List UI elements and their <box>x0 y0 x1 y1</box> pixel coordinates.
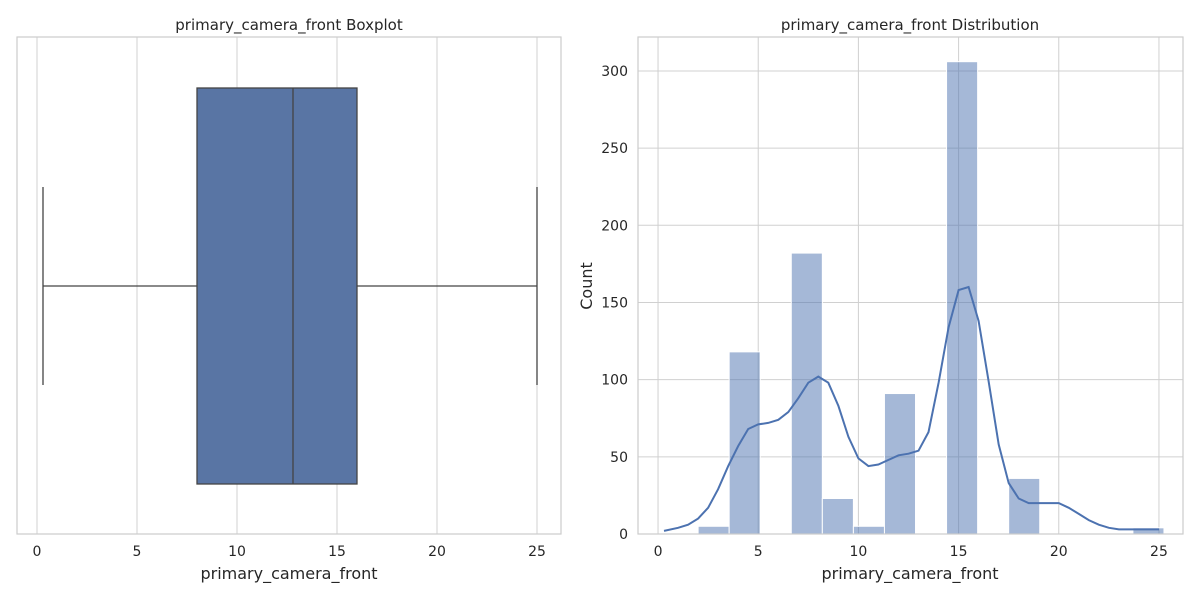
kde-curve <box>663 285 1159 532</box>
boxplot-panel: 0 5 10 15 20 25 primary_camera_front Boxplot … <box>16 16 562 584</box>
x-tick-label-15: 15 <box>950 544 968 560</box>
x-tick-label-25: 25 <box>528 544 546 560</box>
x-tick-label-0: 0 <box>33 544 42 560</box>
histogram-y-axis-label: Count <box>577 262 596 310</box>
histogram-y-ticks: 0 50 100 150 200 250 300 <box>601 64 628 543</box>
histogram-x-ticks: 0 5 10 15 20 25 <box>654 544 1168 560</box>
y-tick-label-50: 50 <box>610 450 628 466</box>
histogram-gridlines <box>638 37 1183 535</box>
histogram-bar-8 <box>946 61 979 535</box>
x-tick-label-25: 25 <box>1150 544 1168 560</box>
histogram-bar-5 <box>852 525 885 535</box>
histogram-x-axis-label: primary_camera_front <box>821 564 998 584</box>
y-tick-label-200: 200 <box>601 218 628 234</box>
x-tick-label-20: 20 <box>428 544 446 560</box>
histogram-bar-0 <box>697 525 730 535</box>
y-tick-label-150: 150 <box>601 295 628 311</box>
boxplot-marks <box>42 87 538 485</box>
y-tick-label-100: 100 <box>601 373 628 389</box>
box-iqr <box>196 87 358 485</box>
boxplot-x-ticks: 0 5 10 15 20 25 <box>33 544 546 560</box>
x-tick-label-5: 5 <box>754 544 763 560</box>
boxplot-x-axis-label: primary_camera_front <box>200 564 377 584</box>
histogram-bar-4 <box>821 498 854 535</box>
histogram-frame <box>637 36 1184 535</box>
histogram-bar-1 <box>728 351 761 535</box>
x-tick-label-15: 15 <box>328 544 346 560</box>
x-tick-label-5: 5 <box>133 544 142 560</box>
y-tick-label-300: 300 <box>601 64 628 80</box>
y-tick-label-0: 0 <box>619 527 628 543</box>
x-tick-label-20: 20 <box>1050 544 1068 560</box>
boxplot-title: primary_camera_front Boxplot <box>175 16 403 35</box>
histogram-bar-3 <box>790 252 823 535</box>
x-tick-label-10: 10 <box>849 544 867 560</box>
y-tick-label-250: 250 <box>601 141 628 157</box>
histogram-bar-6 <box>883 393 917 535</box>
x-tick-label-10: 10 <box>228 544 246 560</box>
boxplot-frame <box>16 36 562 535</box>
histogram-bar-10 <box>1008 477 1041 535</box>
x-tick-label-0: 0 <box>654 544 663 560</box>
histogram-bars <box>697 61 1165 535</box>
histogram-panel: 0 5 10 15 20 25 0 50 100 150 200 250 300 primary_ca… <box>577 16 1184 584</box>
histogram-title: primary_camera_front Distribution <box>781 16 1039 35</box>
